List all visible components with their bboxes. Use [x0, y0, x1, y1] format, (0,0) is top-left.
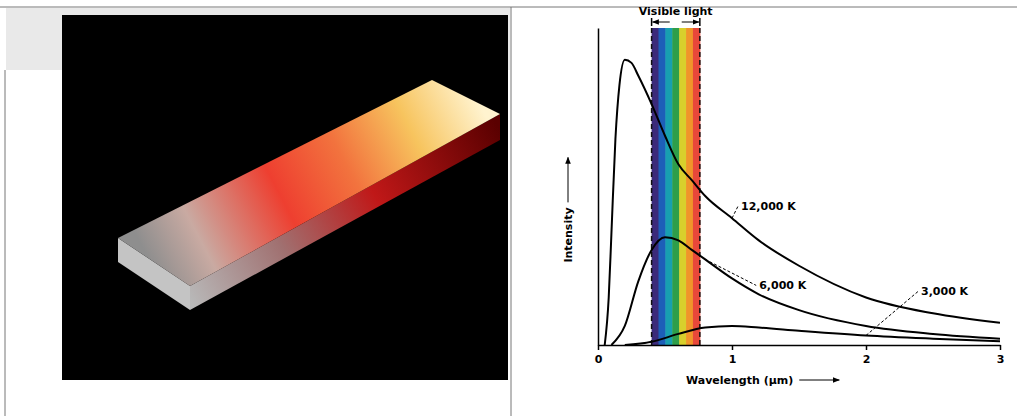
- curve-label: 3,000 K: [921, 285, 969, 298]
- bar-top-face: [118, 80, 500, 286]
- x-tick: 3: [997, 345, 1005, 366]
- x-tick-mark: [1000, 345, 1002, 350]
- x-tick-label: 0: [595, 353, 603, 366]
- x-axis-title-group: Wavelength (µm): [686, 374, 839, 387]
- band-edge: [699, 28, 701, 345]
- band-stripe: [658, 28, 665, 345]
- visible-band: [652, 28, 701, 345]
- band-stripe: [686, 28, 693, 345]
- plot-area: [605, 28, 1000, 345]
- band-stripe: [672, 28, 679, 345]
- range-bar: [651, 18, 653, 26]
- glowing-bar-picture: [62, 15, 508, 380]
- band-label: Visible light: [639, 5, 713, 18]
- x-tick: 0: [595, 345, 603, 366]
- x-tick: 1: [729, 345, 737, 366]
- curve-label: 12,000 K: [741, 200, 796, 213]
- curve-labels: 12,000 K 6,000 K 3,000 K: [705, 200, 968, 335]
- y-axis-title: Intensity: [562, 207, 575, 262]
- band-stripe: [665, 28, 672, 345]
- chart: 0 1 2 3 Visible light 12,000 K 6,000 K 3,000 K I…: [562, 5, 1004, 387]
- x-tick-label: 3: [997, 353, 1005, 366]
- x-tick: 2: [863, 345, 871, 366]
- y-axis-title-group: Intensity: [562, 157, 575, 262]
- curve: [611, 237, 1000, 345]
- band-stripe: [679, 28, 686, 345]
- band-edge: [651, 28, 653, 345]
- page: 0 1 2 3 Visible light 12,000 K 6,000 K 3,000 K I…: [0, 0, 1017, 416]
- x-tick-mark: [598, 345, 600, 350]
- x-axis: 0 1 2 3: [595, 345, 1005, 366]
- curve-label: 6,000 K: [759, 279, 807, 292]
- curves: [605, 60, 1000, 345]
- range-bar: [699, 18, 701, 26]
- table-line: [511, 7, 512, 416]
- y-axis: [598, 29, 599, 346]
- curve: [605, 60, 1000, 345]
- range-arrow: [682, 22, 699, 23]
- x-axis-title: Wavelength (µm): [686, 374, 793, 387]
- x-tick-mark: [732, 345, 734, 350]
- table-line: [0, 7, 1017, 8]
- leader-line: [705, 259, 756, 285]
- table-line: [5, 70, 6, 416]
- picture-background: [62, 15, 508, 380]
- leader-line: [866, 291, 918, 335]
- x-axis-line: [599, 345, 1001, 347]
- table-frame: [0, 7, 1017, 416]
- range-arrow: [653, 22, 670, 23]
- x-tick-mark: [866, 345, 868, 350]
- leader-line: [732, 206, 738, 218]
- x-tick-label: 2: [863, 353, 871, 366]
- visible-band-label: Visible light: [639, 5, 713, 26]
- x-tick-label: 1: [729, 353, 737, 366]
- axis-arrow: [799, 380, 839, 381]
- axis-arrow: [568, 157, 569, 202]
- curve: [625, 326, 1000, 345]
- y-axis-line: [598, 29, 600, 346]
- band-stripe: [652, 28, 659, 345]
